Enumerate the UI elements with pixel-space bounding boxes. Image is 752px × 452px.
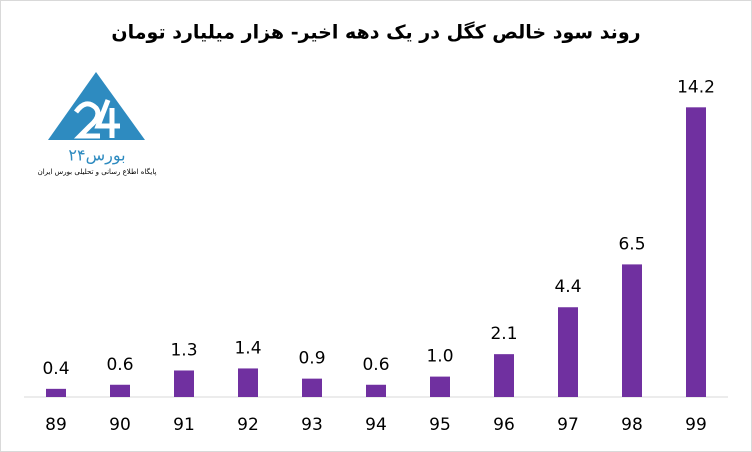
logo: بورس۲۴ پایگاه اطلاع رسانی و تحلیلی بورس … <box>38 72 157 176</box>
logo-subtitle: پایگاه اطلاع رسانی و تحلیلی بورس ایران <box>38 167 157 176</box>
x-tick-label: 92 <box>237 415 259 435</box>
bar <box>302 378 322 397</box>
x-tick-label: 96 <box>493 415 515 435</box>
value-label: 0.9 <box>298 349 325 369</box>
x-tick-label: 94 <box>365 415 387 435</box>
bar <box>430 376 450 397</box>
bar <box>46 388 66 397</box>
x-tick-label: 89 <box>45 415 67 435</box>
x-tick-label: 93 <box>301 415 323 435</box>
value-label: 2.1 <box>490 324 517 344</box>
bar <box>366 384 386 397</box>
x-tick-label: 99 <box>685 415 707 435</box>
value-label: 0.4 <box>42 359 69 379</box>
logo-mark <box>73 99 120 139</box>
value-label: 1.3 <box>170 340 197 360</box>
value-label: 0.6 <box>362 355 389 375</box>
x-tick-label: 91 <box>173 415 195 435</box>
value-label: 1.0 <box>426 347 453 367</box>
x-tick-label: 97 <box>557 415 579 435</box>
bar <box>174 370 194 397</box>
bar <box>622 264 642 397</box>
value-label: 6.5 <box>618 234 645 254</box>
value-label: 14.2 <box>677 77 715 97</box>
bar <box>494 354 514 397</box>
bar <box>558 307 578 397</box>
value-label: 4.4 <box>554 277 581 297</box>
bar <box>238 368 258 397</box>
value-label: 1.4 <box>234 338 261 358</box>
bar <box>110 384 130 397</box>
x-tick-label: 90 <box>109 415 131 435</box>
bar <box>686 107 706 397</box>
x-tick-label: 95 <box>429 415 451 435</box>
chart-title: روند سود خالص کگل در یک دهه اخیر- هزار م… <box>111 21 640 44</box>
x-tick-label: 98 <box>621 415 643 435</box>
value-label: 0.6 <box>106 355 133 375</box>
logo-text: بورس۲۴ <box>68 146 125 166</box>
